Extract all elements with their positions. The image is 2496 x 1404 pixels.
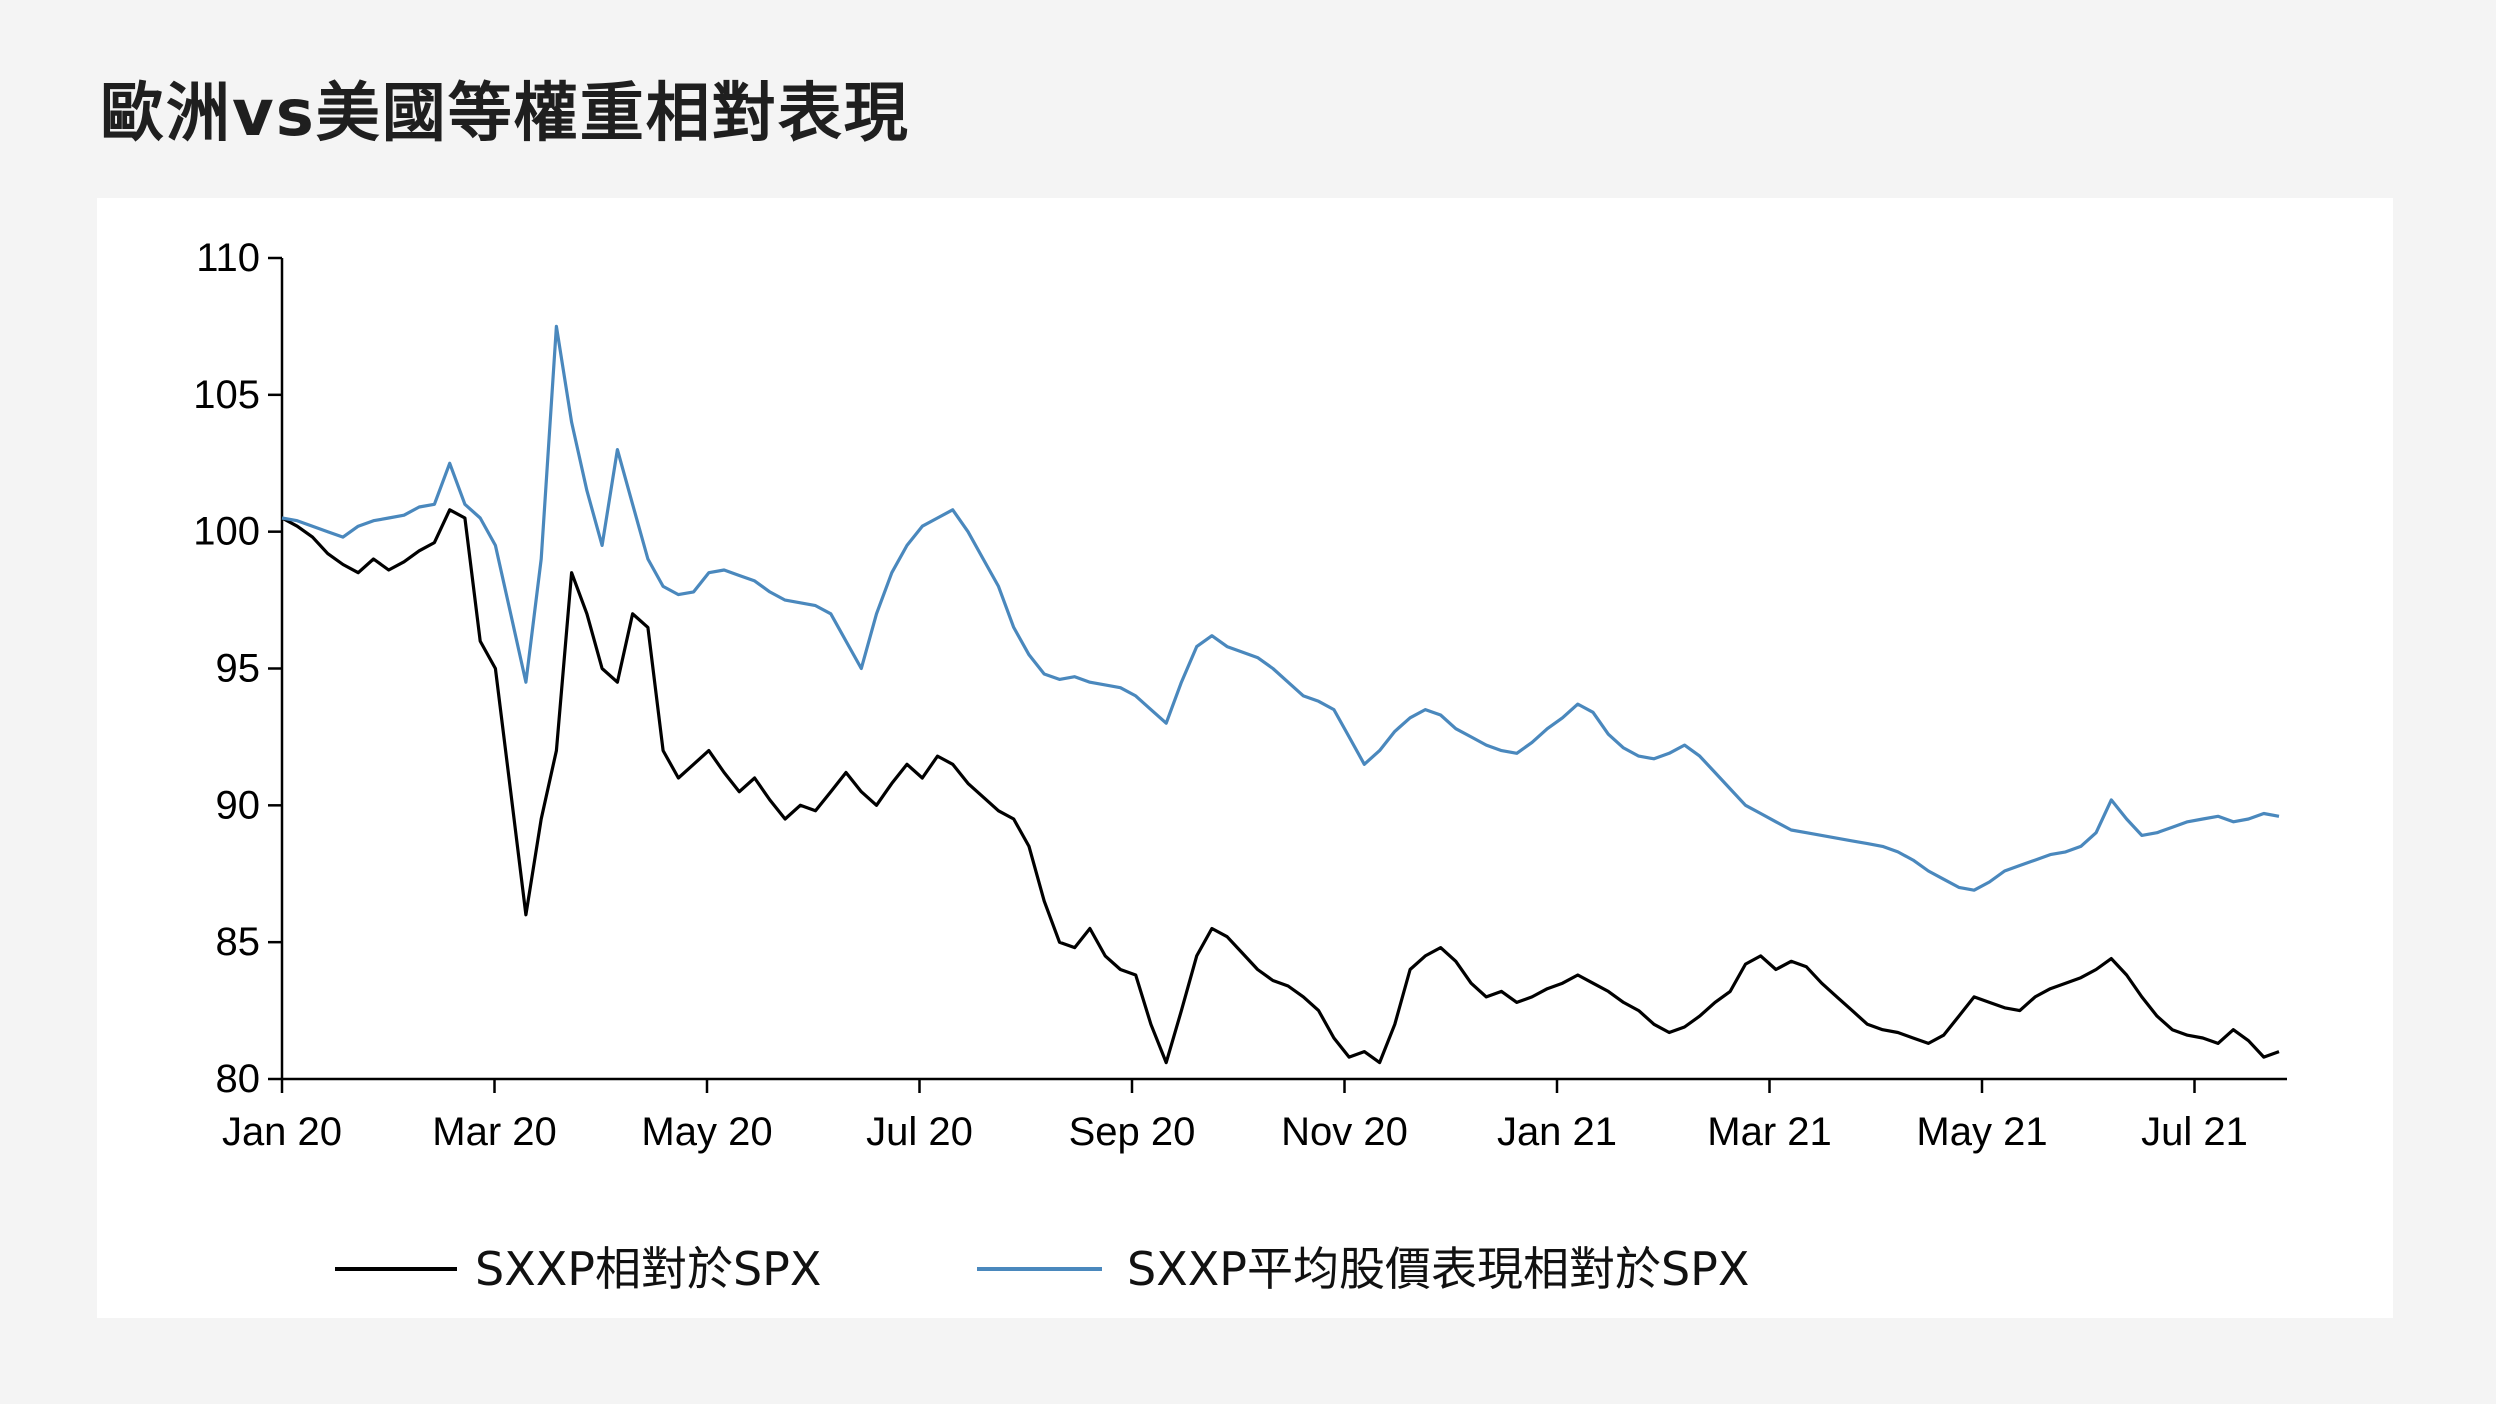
- series-line-sxxp-vs-spx: [281, 508, 2280, 1065]
- y-tick-label: 110: [196, 236, 260, 280]
- x-tick-label: Jul 20: [866, 1110, 973, 1154]
- y-tick-label: 100: [193, 510, 260, 554]
- x-tick-label: Jan 21: [1497, 1110, 1617, 1154]
- y-tick-label: 90: [216, 783, 261, 827]
- x-tick-label: Nov 20: [1281, 1110, 1408, 1154]
- chart-axes: 80 85 90 95 100 105 110 Jan 20 Mar 20 May 20 Jul 2…: [193, 236, 2287, 1154]
- chart-series: [281, 324, 2280, 1065]
- chart-title: 歐洲vs美國等權重相對表現: [100, 77, 910, 151]
- chart-svg: 80 85 90 95 100 105 110 Jan 20 Mar 20 May 20 Jul 2…: [193, 236, 2287, 1296]
- x-tick-label: Jan 20: [222, 1110, 342, 1154]
- legend-label: SXXP平均股價表現相對於SPX: [1127, 1242, 1749, 1296]
- series-line-sxxp-avg-vs-spx: [281, 324, 2280, 892]
- x-tick-label: Mar 20: [432, 1110, 557, 1154]
- y-tick-label: 105: [193, 373, 260, 417]
- x-tick-label: Mar 21: [1707, 1110, 1832, 1154]
- y-tick-label: 80: [216, 1057, 261, 1101]
- chart-panel: 80 85 90 95 100 105 110 Jan 20 Mar 20 May 20 Jul 2…: [97, 198, 2393, 1318]
- x-tick-label: May 21: [1916, 1110, 2047, 1154]
- y-tick-label: 95: [216, 647, 261, 691]
- legend-label: SXXP相對於SPX: [475, 1242, 821, 1296]
- x-tick-label: May 20: [641, 1110, 772, 1154]
- x-tick-label: Jul 21: [2141, 1110, 2248, 1154]
- x-tick-label: Sep 20: [1069, 1110, 1196, 1154]
- chart-legend: SXXP相對於SPX SXXP平均股價表現相對於SPX: [335, 1242, 1749, 1296]
- y-tick-label: 85: [216, 920, 261, 964]
